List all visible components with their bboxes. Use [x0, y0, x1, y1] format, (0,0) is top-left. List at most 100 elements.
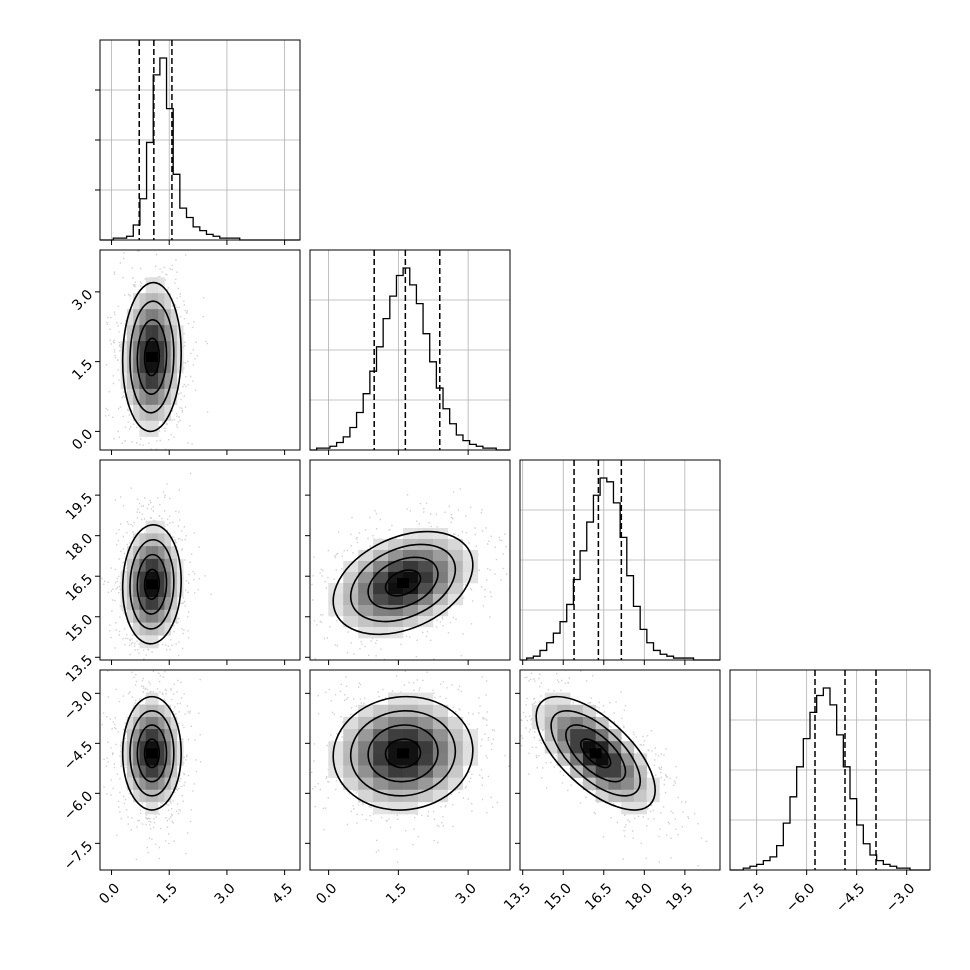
density-cell [133, 571, 140, 585]
density-cell [139, 777, 146, 791]
density-cell [158, 622, 165, 636]
density-cell [417, 704, 434, 718]
density-cell [158, 546, 165, 560]
contour-line [121, 524, 182, 645]
density-cell [133, 372, 140, 390]
density-cell [139, 753, 146, 766]
density-cell [373, 571, 389, 584]
density-cell [151, 741, 159, 754]
density-cell [447, 582, 464, 595]
density-cell [388, 560, 404, 573]
y-tick-label: −6.0 [61, 788, 96, 823]
density-cell [373, 582, 389, 595]
contour-line [136, 553, 168, 615]
density-cell [151, 753, 159, 766]
density-cell [145, 420, 153, 438]
density-cell [432, 704, 449, 718]
density-cell [462, 549, 479, 562]
density-cell [373, 560, 389, 573]
density-cell [164, 622, 172, 636]
contour-line [121, 281, 182, 433]
density-cell [388, 571, 404, 584]
density-cell [432, 538, 449, 551]
density-cell [145, 558, 153, 572]
density-cell [126, 729, 134, 742]
x-tick-label: 13.5 [501, 880, 534, 913]
density-cell [151, 777, 159, 791]
y-tick-label: 3.0 [69, 287, 96, 314]
density-cell [158, 372, 165, 390]
contour-line [129, 710, 175, 797]
density-cell [145, 716, 153, 730]
density-cell [145, 309, 153, 326]
density-cell [158, 388, 165, 406]
density-cell [417, 716, 434, 730]
density-peak [589, 748, 602, 759]
density-cell [151, 571, 159, 585]
density-cell [139, 356, 146, 374]
y-tick-label: 18.0 [63, 531, 96, 564]
x-tick-label: 3.0 [453, 880, 480, 907]
density-cell [170, 765, 178, 778]
contour-line [129, 300, 175, 414]
density-cell [462, 560, 479, 573]
density-cell [403, 615, 419, 628]
density-cell [373, 741, 389, 754]
density-cell [403, 765, 419, 778]
contour-line [535, 695, 656, 811]
density-cell [403, 582, 419, 595]
density-cell [151, 520, 159, 534]
density-cell [432, 604, 449, 617]
panel-body [101, 472, 212, 660]
density-cell [388, 593, 404, 606]
density-cell [358, 789, 374, 803]
density-cell [158, 597, 165, 611]
contour-line [579, 738, 612, 769]
density-cell [373, 765, 389, 778]
density-cell [358, 582, 374, 595]
density-cell [388, 692, 404, 706]
density-peak [397, 748, 410, 759]
density-cell [557, 716, 571, 730]
density-cell [170, 777, 178, 791]
density-cell [447, 765, 464, 778]
panel-frame [99, 669, 301, 871]
density-cell [164, 729, 172, 742]
density-cell [608, 777, 622, 791]
density-cell [133, 765, 140, 778]
density-cell [388, 801, 404, 815]
density-cell [343, 604, 359, 617]
density-cell [447, 549, 464, 562]
density-cell [358, 604, 374, 617]
density-cell [388, 604, 404, 617]
density-cell [582, 777, 596, 791]
scatter-panel-p2-p3 [515, 669, 721, 875]
density-cell [139, 789, 146, 803]
density-cell [164, 325, 172, 342]
density-cell [417, 777, 434, 791]
density-cell [151, 558, 159, 572]
x-tick-label: −3.0 [883, 880, 918, 915]
density-cell [570, 716, 584, 730]
x-tick-label: 18.0 [623, 880, 656, 913]
density-cell [145, 546, 153, 560]
density-cell [582, 716, 596, 730]
density-cell [417, 753, 434, 766]
density-cell [145, 729, 153, 742]
panel-frame [519, 459, 721, 661]
contour-line [143, 337, 161, 377]
density-cell [145, 609, 153, 623]
density-cell [164, 741, 172, 754]
density-cell [126, 777, 134, 791]
density-cell [139, 741, 146, 754]
density-cell [139, 533, 146, 547]
density-cell [133, 356, 140, 374]
density-cell [388, 615, 404, 628]
density-cell [164, 533, 172, 547]
density-cell [133, 597, 140, 611]
x-tick-label: −4.5 [833, 880, 868, 915]
density-cell [126, 372, 134, 390]
density-cell [373, 753, 389, 766]
panel-frame [309, 459, 511, 661]
density-cell [145, 277, 153, 294]
